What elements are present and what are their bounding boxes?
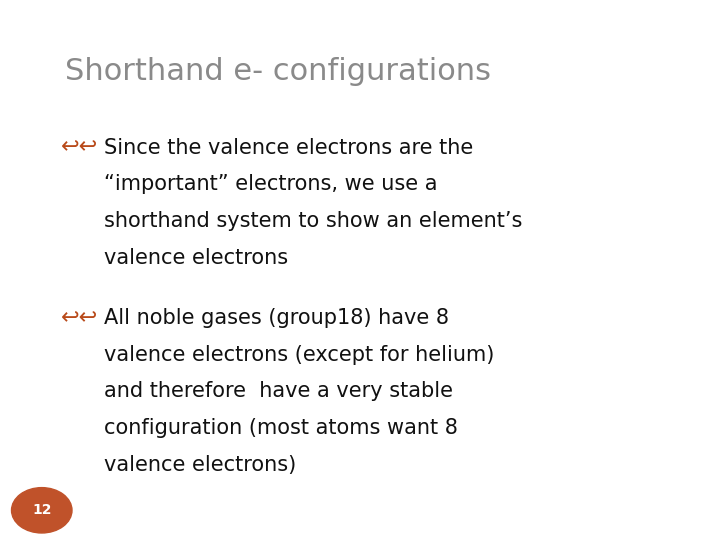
Text: ↩↩: ↩↩ xyxy=(61,308,99,328)
Text: valence electrons (except for helium): valence electrons (except for helium) xyxy=(104,345,495,364)
Text: valence electrons: valence electrons xyxy=(104,248,289,268)
Text: valence electrons): valence electrons) xyxy=(104,455,297,475)
Text: ↩↩: ↩↩ xyxy=(61,138,99,158)
Text: Shorthand e- configurations: Shorthand e- configurations xyxy=(65,57,491,86)
Circle shape xyxy=(12,488,72,533)
Text: 12: 12 xyxy=(32,503,52,517)
Text: configuration (most atoms want 8: configuration (most atoms want 8 xyxy=(104,418,458,438)
Text: and therefore  have a very stable: and therefore have a very stable xyxy=(104,381,454,401)
Text: shorthand system to show an element’s: shorthand system to show an element’s xyxy=(104,211,523,231)
Text: Since the valence electrons are the: Since the valence electrons are the xyxy=(104,138,474,158)
Text: All noble gases (group18) have 8: All noble gases (group18) have 8 xyxy=(104,308,449,328)
Text: “important” electrons, we use a: “important” electrons, we use a xyxy=(104,174,438,194)
